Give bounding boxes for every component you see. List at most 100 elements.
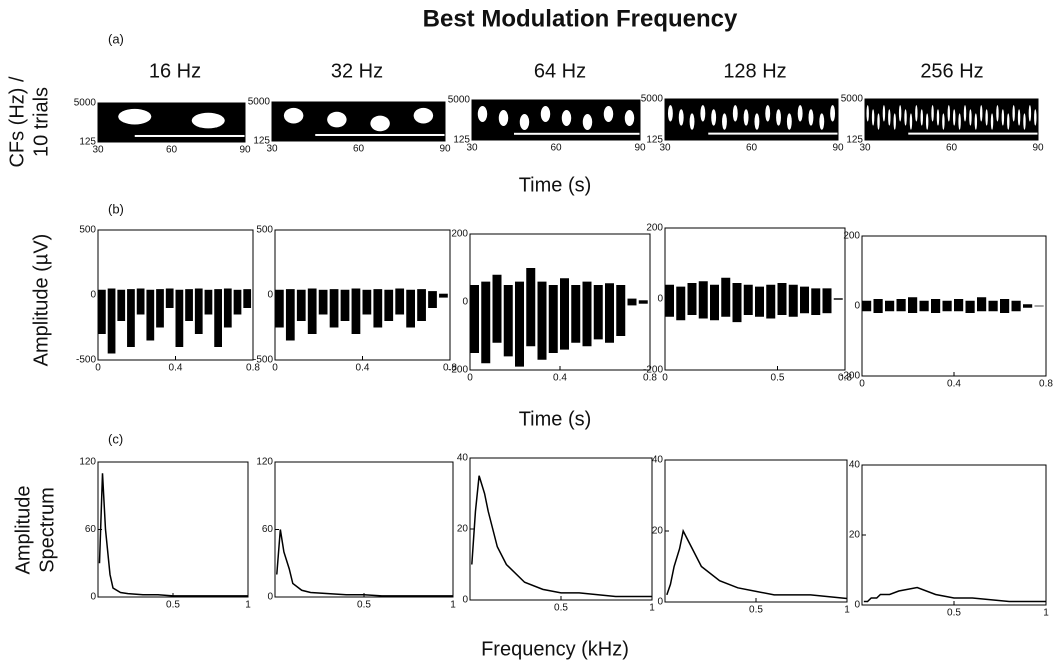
raster-blob [754,113,760,130]
raster-blob [915,105,918,122]
y-tick-label: 40 [457,453,469,464]
y-tick-label: 125 [453,135,470,146]
y-tick-label: -500 [253,355,273,366]
y-axis-label: Amplitude (µV) [30,234,52,367]
x-tick-label: 1 [450,600,456,611]
raster-blob [678,109,684,126]
y-tick-label: 0 [854,301,860,312]
y-tick-label: 20 [849,530,861,541]
x-tick-label: 0.5 [749,605,763,616]
raster-blob [990,113,994,130]
y-tick-label: 20 [457,524,469,535]
raster-blob [898,105,902,122]
raster-blob [603,106,614,122]
column-label: 64 Hz [534,60,586,82]
y-tick-label: 5000 [74,98,97,109]
raster-band [315,133,445,136]
raster-blob [882,105,886,122]
x-axis-label: Time (s) [519,408,592,430]
x-tick-label: 0.4 [356,363,370,374]
y-tick-label: 5000 [248,97,271,108]
raster-blob [942,113,945,130]
raster-band [908,132,1038,135]
column-label: 256 Hz [920,60,983,82]
x-tick-label: 1 [649,603,655,614]
y-tick-label: 0 [90,592,96,603]
raster-blob [582,114,593,130]
y-tick-label: 40 [849,460,861,471]
x-tick-label: 0.5 [554,603,568,614]
x-tick-label: 0.8 [643,373,657,384]
raster-blob [1017,109,1021,126]
y-tick-label: 120 [79,457,96,468]
x-tick-label: 90 [634,143,646,154]
raster-blob [732,105,738,122]
row-label: (a) [108,31,124,46]
x-tick-label: 1 [245,600,251,611]
raster-blob [866,105,869,122]
raster-blob [498,110,509,126]
raster-blob [888,109,891,126]
raster-blob [743,109,749,126]
raster-blob [904,109,907,126]
raster-blob [776,109,781,126]
x-axis-label: Frequency (kHz) [481,638,629,660]
panel-frame [97,229,254,361]
y-axis-label: 10 trials [30,87,52,157]
y-tick-label: 60 [85,524,97,535]
y-tick-label: 200 [843,231,860,242]
x-tick-label: 60 [946,143,958,154]
y-tick-label: 0 [267,592,273,603]
y-tick-label: 5000 [641,94,664,105]
raster-blob [519,114,530,130]
raster-blob [689,113,695,130]
x-tick-label: 30 [859,143,871,154]
x-tick-label: 0.5 [771,373,785,384]
panel-frame [469,457,653,601]
y-tick-label: 125 [846,135,863,146]
panel-frame [664,98,839,141]
raster-blob [786,113,792,130]
x-tick-label: 0 [272,363,278,374]
raster-blob [540,106,551,122]
x-tick-label: 0.4 [553,373,567,384]
x-tick-label: 0 [859,379,865,390]
column-label: 128 Hz [723,60,786,82]
x-tick-label: 90 [439,144,451,155]
x-tick-label: 30 [92,145,104,156]
x-tick-label: 0 [95,363,101,374]
y-tick-label: 200 [451,229,468,240]
raster-blob [963,105,967,122]
row-label: (c) [108,431,123,446]
y-tick-label: 20 [652,526,664,537]
raster-blob [996,105,999,122]
panel-frame [861,464,1047,606]
y-axis-label: CFs (Hz) / [6,76,28,168]
panel-frame [864,98,1039,141]
raster-band [514,132,640,135]
raster-blob [877,113,880,130]
x-tick-label: 0.4 [947,379,961,390]
spectrum-line [98,473,248,597]
column-label: 16 Hz [149,60,201,82]
panel-frame [271,101,446,142]
raster-blob [370,115,390,132]
panel-frame [861,235,1047,377]
y-tick-label: 5000 [448,95,471,106]
raster-blob [1023,113,1026,130]
spectrum-line [471,475,652,598]
y-tick-label: -200 [643,365,663,376]
y-tick-label: 0 [657,294,663,305]
x-tick-label: 90 [1032,143,1044,154]
x-tick-label: 30 [466,143,478,154]
x-tick-label: 0 [467,373,473,384]
raster-blob [700,105,706,122]
raster-blob [765,105,771,122]
x-tick-label: 60 [353,144,365,155]
raster-blob [711,109,717,126]
raster-blob [958,113,961,130]
raster-blob [893,113,896,130]
panel-frame [471,99,641,141]
raster-blob [819,113,825,130]
